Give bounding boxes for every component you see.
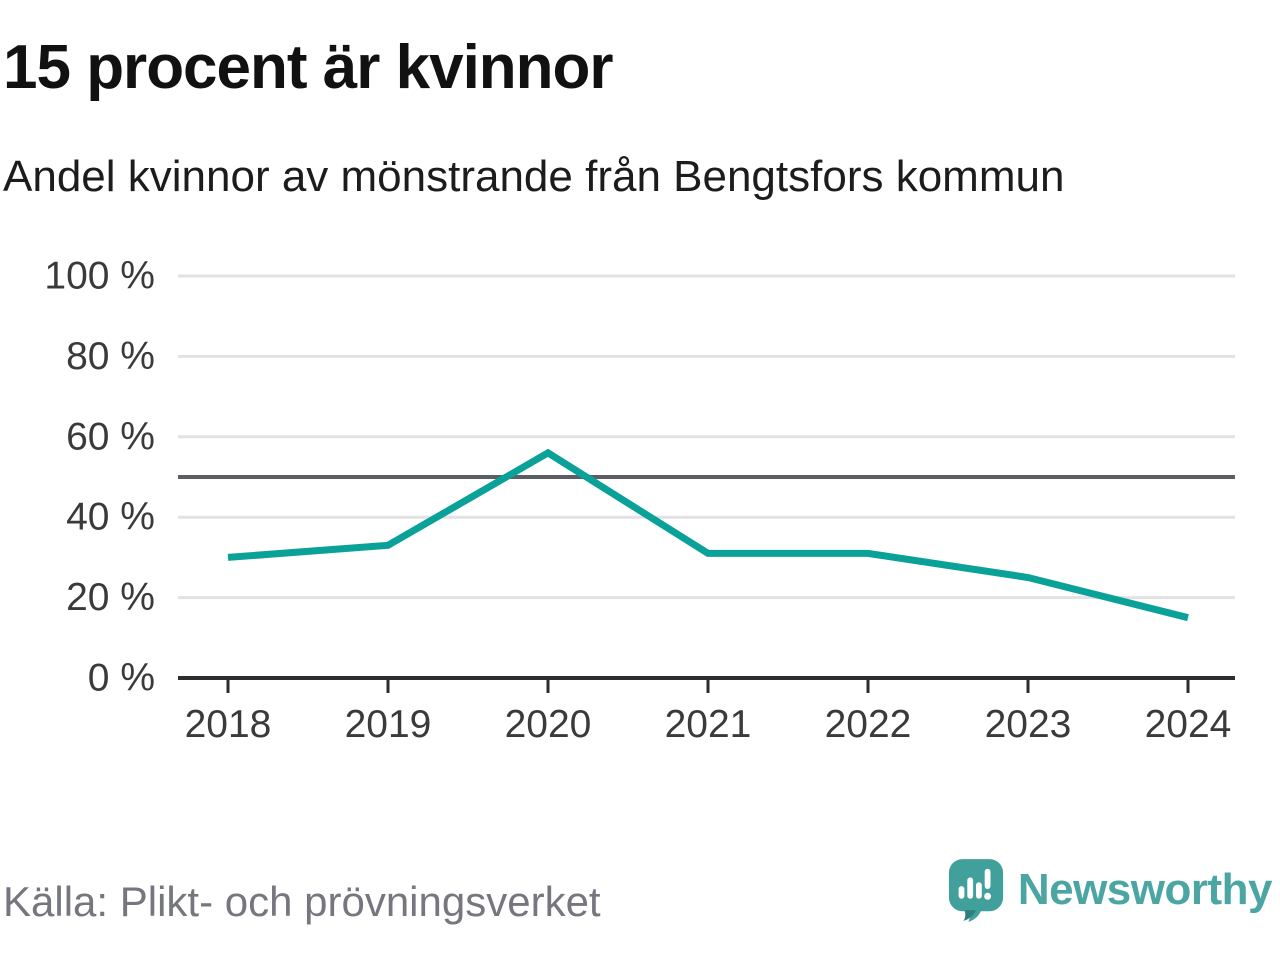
y-tick-label: 100 %	[44, 255, 155, 298]
y-tick-label: 0 %	[88, 657, 155, 700]
speech-bubble-tail-shadow	[963, 910, 976, 921]
newsworthy-logo: Newsworthy	[947, 856, 1273, 924]
x-tick-label: 2018	[185, 703, 272, 746]
x-tick-label: 2020	[505, 703, 592, 746]
x-tick-label: 2022	[825, 703, 912, 746]
x-tick-label: 2019	[345, 703, 432, 746]
newsworthy-logo-icon	[948, 859, 1003, 922]
data-line	[227, 448, 1189, 622]
y-tick-label: 40 %	[66, 496, 155, 539]
y-tick-label: 20 %	[66, 576, 155, 619]
x-tick-label: 2024	[1145, 703, 1232, 746]
bar-chart-glyph	[958, 868, 991, 900]
chart-subtitle: Andel kvinnor av mönstrande från Bengtsf…	[3, 152, 1065, 201]
x-tick-label: 2023	[985, 703, 1072, 746]
x-tick-label: 2021	[665, 703, 752, 746]
y-tick-label: 80 %	[66, 335, 155, 378]
y-tick-label: 60 %	[66, 415, 155, 458]
newsworthy-logo-text: Newsworthy	[1017, 865, 1273, 914]
chart-title: 15 procent är kvinnor	[3, 33, 614, 102]
source-label: Källa: Plikt- och prövningsverket	[3, 878, 601, 925]
